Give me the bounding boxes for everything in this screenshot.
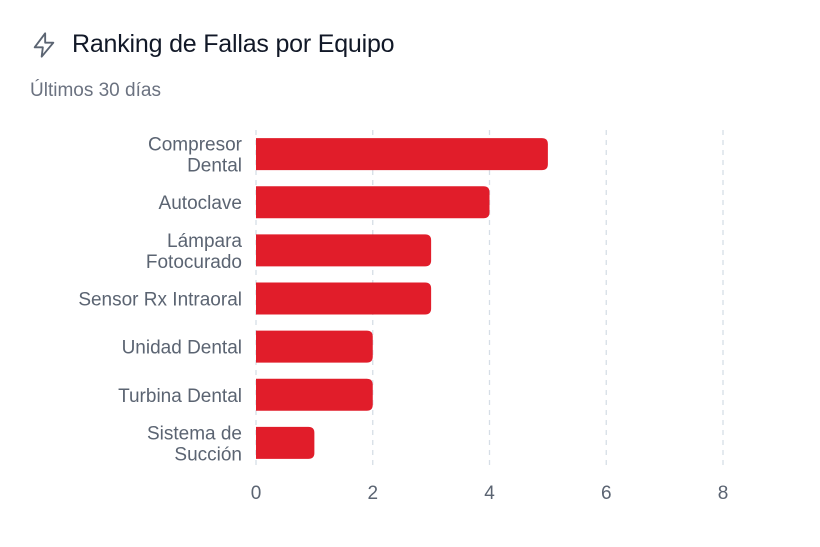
lightning-icon (33, 31, 55, 58)
category-label: Autoclave (159, 193, 242, 214)
x-tick-label: 0 (251, 483, 262, 504)
bar[interactable] (256, 234, 432, 267)
x-tick-label: 8 (718, 483, 729, 504)
card-header: Ranking de Fallas por Equipo (30, 30, 395, 59)
category-label: Lámpara Fotocurado (146, 231, 243, 273)
chart-subtitle: Últimos 30 días (30, 80, 161, 101)
category-label: Sistema de Succión (147, 423, 242, 465)
x-tick-label: 2 (367, 483, 378, 504)
x-tick-label: 4 (484, 483, 495, 504)
bar[interactable] (256, 330, 373, 363)
category-label: Compresor Dental (148, 135, 243, 177)
bar[interactable] (256, 138, 548, 171)
bar[interactable] (256, 378, 373, 411)
x-tick-label: 6 (601, 483, 612, 504)
category-label: Turbina Dental (118, 386, 242, 407)
chart-title: Ranking de Fallas por Equipo (72, 30, 395, 58)
category-label: Sensor Rx Intraoral (78, 290, 242, 311)
bar[interactable] (256, 282, 432, 315)
bar[interactable] (256, 186, 490, 219)
bar[interactable] (256, 426, 315, 459)
category-label: Unidad Dental (122, 338, 242, 359)
